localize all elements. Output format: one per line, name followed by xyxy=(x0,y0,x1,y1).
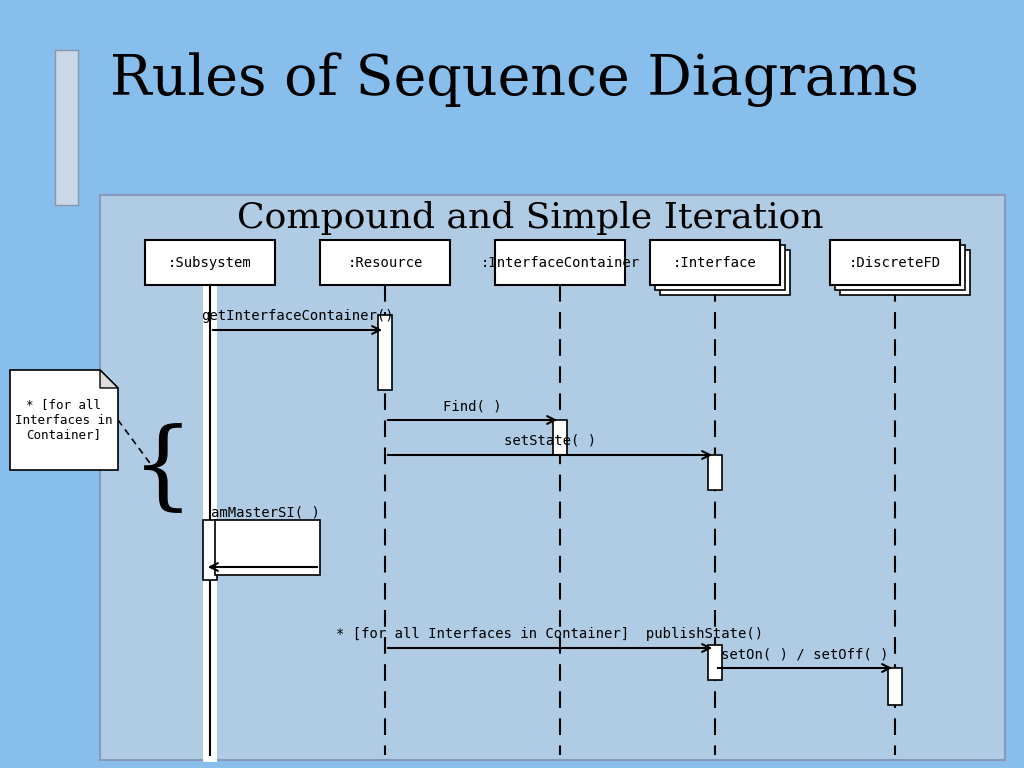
Polygon shape xyxy=(10,370,118,470)
Bar xyxy=(650,240,780,285)
Bar xyxy=(55,50,78,205)
Text: * [for all
Interfaces in
Container]: * [for all Interfaces in Container] xyxy=(15,399,113,442)
Text: Compound and Simple Iteration: Compound and Simple Iteration xyxy=(237,201,823,235)
Bar xyxy=(835,245,965,290)
Text: Find( ): Find( ) xyxy=(443,399,502,413)
Bar xyxy=(100,195,1005,760)
Bar xyxy=(203,520,217,580)
Bar xyxy=(708,455,722,490)
Bar xyxy=(888,668,902,705)
Bar xyxy=(660,250,790,295)
Bar xyxy=(830,240,961,285)
Bar xyxy=(145,240,275,285)
Bar xyxy=(215,520,319,575)
Text: :Resource: :Resource xyxy=(347,256,423,270)
Text: :Interface: :Interface xyxy=(673,256,757,270)
Text: :DiscreteFD: :DiscreteFD xyxy=(849,256,941,270)
Text: {: { xyxy=(132,423,194,517)
Bar xyxy=(319,240,450,285)
Bar xyxy=(378,315,392,390)
Bar xyxy=(708,645,722,680)
Text: Rules of Sequence Diagrams: Rules of Sequence Diagrams xyxy=(111,53,920,108)
Polygon shape xyxy=(100,370,118,388)
Bar xyxy=(553,420,567,455)
Text: setOn( ) / setOff( ): setOn( ) / setOff( ) xyxy=(721,647,889,661)
Text: getInterfaceContainer(): getInterfaceContainer() xyxy=(201,309,394,323)
Bar xyxy=(655,245,785,290)
Text: * [for all Interfaces in Container]  publishState(): * [for all Interfaces in Container] publ… xyxy=(337,627,764,641)
Text: amMasterSI( ): amMasterSI( ) xyxy=(211,505,319,519)
Text: :InterfaceContainer: :InterfaceContainer xyxy=(480,256,640,270)
Text: setState( ): setState( ) xyxy=(504,434,596,448)
Bar xyxy=(495,240,625,285)
Bar xyxy=(840,250,970,295)
Text: :Subsystem: :Subsystem xyxy=(168,256,252,270)
